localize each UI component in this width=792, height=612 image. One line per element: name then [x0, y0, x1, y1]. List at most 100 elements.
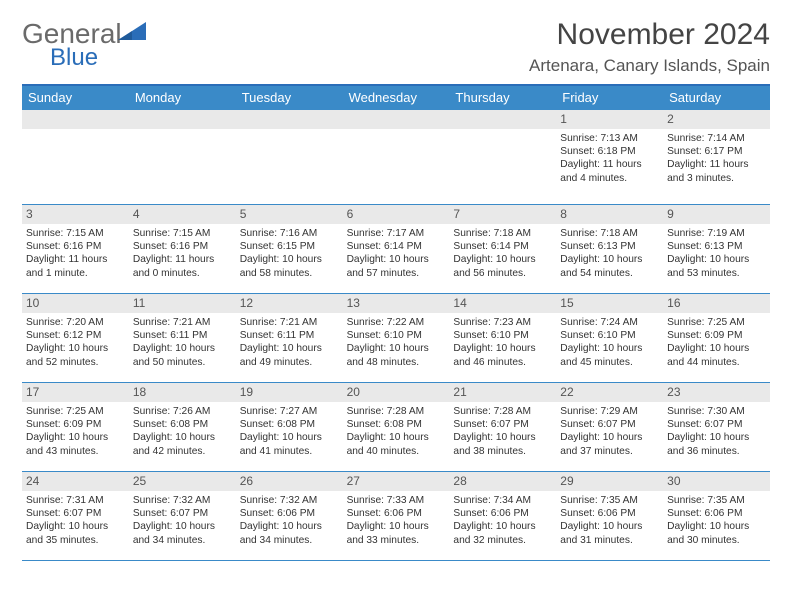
day-cell	[129, 110, 236, 204]
dayname-wednesday: Wednesday	[343, 86, 450, 110]
day-info-line: Daylight: 10 hours and 36 minutes.	[667, 431, 766, 457]
date-number: 20	[347, 385, 360, 399]
date-number: 2	[667, 112, 674, 126]
day-info-line: Sunset: 6:07 PM	[667, 418, 766, 431]
dayname-tuesday: Tuesday	[236, 86, 343, 110]
day-cell: 23Sunrise: 7:30 AMSunset: 6:07 PMDayligh…	[663, 383, 770, 471]
date-strip	[236, 110, 343, 129]
date-number: 12	[240, 296, 253, 310]
day-info-line: Sunrise: 7:30 AM	[667, 405, 766, 418]
date-number: 6	[347, 207, 354, 221]
day-info-line: Sunset: 6:11 PM	[240, 329, 339, 342]
date-strip: 22	[556, 383, 663, 402]
date-number: 24	[26, 474, 39, 488]
day-info-line: Sunrise: 7:35 AM	[560, 494, 659, 507]
date-number: 3	[26, 207, 33, 221]
day-info-line: Sunrise: 7:23 AM	[453, 316, 552, 329]
day-info-line: Sunrise: 7:18 AM	[560, 227, 659, 240]
date-strip: 10	[22, 294, 129, 313]
day-info-line: Daylight: 10 hours and 44 minutes.	[667, 342, 766, 368]
day-info-line: Daylight: 11 hours and 4 minutes.	[560, 158, 659, 184]
day-info-line: Daylight: 11 hours and 0 minutes.	[133, 253, 232, 279]
day-cell: 29Sunrise: 7:35 AMSunset: 6:06 PMDayligh…	[556, 472, 663, 560]
dayname-thursday: Thursday	[449, 86, 556, 110]
day-cell: 13Sunrise: 7:22 AMSunset: 6:10 PMDayligh…	[343, 294, 450, 382]
day-cell: 14Sunrise: 7:23 AMSunset: 6:10 PMDayligh…	[449, 294, 556, 382]
day-cell: 4Sunrise: 7:15 AMSunset: 6:16 PMDaylight…	[129, 205, 236, 293]
date-number: 26	[240, 474, 253, 488]
dayname-sunday: Sunday	[22, 86, 129, 110]
date-number: 28	[453, 474, 466, 488]
day-cell	[22, 110, 129, 204]
day-info-line: Sunset: 6:06 PM	[347, 507, 446, 520]
date-number: 21	[453, 385, 466, 399]
calendar: Sunday Monday Tuesday Wednesday Thursday…	[22, 84, 770, 561]
day-info-line: Daylight: 11 hours and 1 minute.	[26, 253, 125, 279]
day-info-line: Sunset: 6:10 PM	[347, 329, 446, 342]
day-info-line: Sunrise: 7:14 AM	[667, 132, 766, 145]
day-info-line: Sunset: 6:15 PM	[240, 240, 339, 253]
date-number: 29	[560, 474, 573, 488]
day-info-line: Daylight: 10 hours and 38 minutes.	[453, 431, 552, 457]
day-info-line: Daylight: 10 hours and 42 minutes.	[133, 431, 232, 457]
day-cell: 18Sunrise: 7:26 AMSunset: 6:08 PMDayligh…	[129, 383, 236, 471]
day-cell: 16Sunrise: 7:25 AMSunset: 6:09 PMDayligh…	[663, 294, 770, 382]
day-info-line: Daylight: 10 hours and 41 minutes.	[240, 431, 339, 457]
day-cell: 8Sunrise: 7:18 AMSunset: 6:13 PMDaylight…	[556, 205, 663, 293]
day-info-line: Daylight: 10 hours and 37 minutes.	[560, 431, 659, 457]
day-info-line: Daylight: 10 hours and 50 minutes.	[133, 342, 232, 368]
day-info-line: Sunrise: 7:32 AM	[240, 494, 339, 507]
day-info-line: Sunset: 6:08 PM	[347, 418, 446, 431]
day-cell: 1Sunrise: 7:13 AMSunset: 6:18 PMDaylight…	[556, 110, 663, 204]
day-info-line: Sunrise: 7:13 AM	[560, 132, 659, 145]
date-strip	[129, 110, 236, 129]
date-strip: 6	[343, 205, 450, 224]
day-info-line: Sunrise: 7:32 AM	[133, 494, 232, 507]
day-info-line: Sunset: 6:07 PM	[26, 507, 125, 520]
day-info-line: Daylight: 10 hours and 31 minutes.	[560, 520, 659, 546]
day-info-line: Sunset: 6:13 PM	[667, 240, 766, 253]
date-number: 15	[560, 296, 573, 310]
day-info-line: Daylight: 10 hours and 57 minutes.	[347, 253, 446, 279]
page-title: November 2024	[529, 18, 770, 52]
day-info-line: Sunrise: 7:25 AM	[26, 405, 125, 418]
date-number: 14	[453, 296, 466, 310]
date-number: 9	[667, 207, 674, 221]
date-strip	[449, 110, 556, 129]
day-cell	[449, 110, 556, 204]
day-cell: 24Sunrise: 7:31 AMSunset: 6:07 PMDayligh…	[22, 472, 129, 560]
date-number	[133, 112, 136, 126]
date-strip: 25	[129, 472, 236, 491]
date-strip: 30	[663, 472, 770, 491]
date-strip: 19	[236, 383, 343, 402]
day-cell	[236, 110, 343, 204]
date-strip: 7	[449, 205, 556, 224]
day-cell: 6Sunrise: 7:17 AMSunset: 6:14 PMDaylight…	[343, 205, 450, 293]
date-strip: 5	[236, 205, 343, 224]
date-strip: 1	[556, 110, 663, 129]
date-number: 5	[240, 207, 247, 221]
week-row: 24 Sunrise: 7:31 AMSunset: 6:07 PM Dayligh…	[22, 472, 770, 561]
day-info-line: Sunset: 6:06 PM	[667, 507, 766, 520]
day-info-line: Sunrise: 7:16 AM	[240, 227, 339, 240]
date-number: 1	[560, 112, 567, 126]
day-info-line: Sunset: 6:08 PM	[133, 418, 232, 431]
day-info-line: Sunset: 6:17 PM	[667, 145, 766, 158]
date-strip: 24	[22, 472, 129, 491]
date-strip: 4	[129, 205, 236, 224]
date-strip: 12	[236, 294, 343, 313]
date-number: 18	[133, 385, 146, 399]
week-row: 17Sunrise: 7:25 AMSunset: 6:09 PMDayligh…	[22, 383, 770, 472]
dayname-monday: Monday	[129, 86, 236, 110]
day-info-line: Sunrise: 7:28 AM	[347, 405, 446, 418]
dayname-row: Sunday Monday Tuesday Wednesday Thursday…	[22, 86, 770, 110]
date-number: 8	[560, 207, 567, 221]
date-number: 7	[453, 207, 460, 221]
date-strip	[343, 110, 450, 129]
day-cell: 28Sunrise: 7:34 AMSunset: 6:06 PMDayligh…	[449, 472, 556, 560]
day-info-line: Sunrise: 7:17 AM	[347, 227, 446, 240]
day-cell: 15Sunrise: 7:24 AMSunset: 6:10 PMDayligh…	[556, 294, 663, 382]
day-cell: 3Sunrise: 7:15 AMSunset: 6:16 PMDaylight…	[22, 205, 129, 293]
day-info-line: Daylight: 10 hours and 52 minutes.	[26, 342, 125, 368]
day-info-line: Sunrise: 7:31 AM	[26, 494, 125, 507]
